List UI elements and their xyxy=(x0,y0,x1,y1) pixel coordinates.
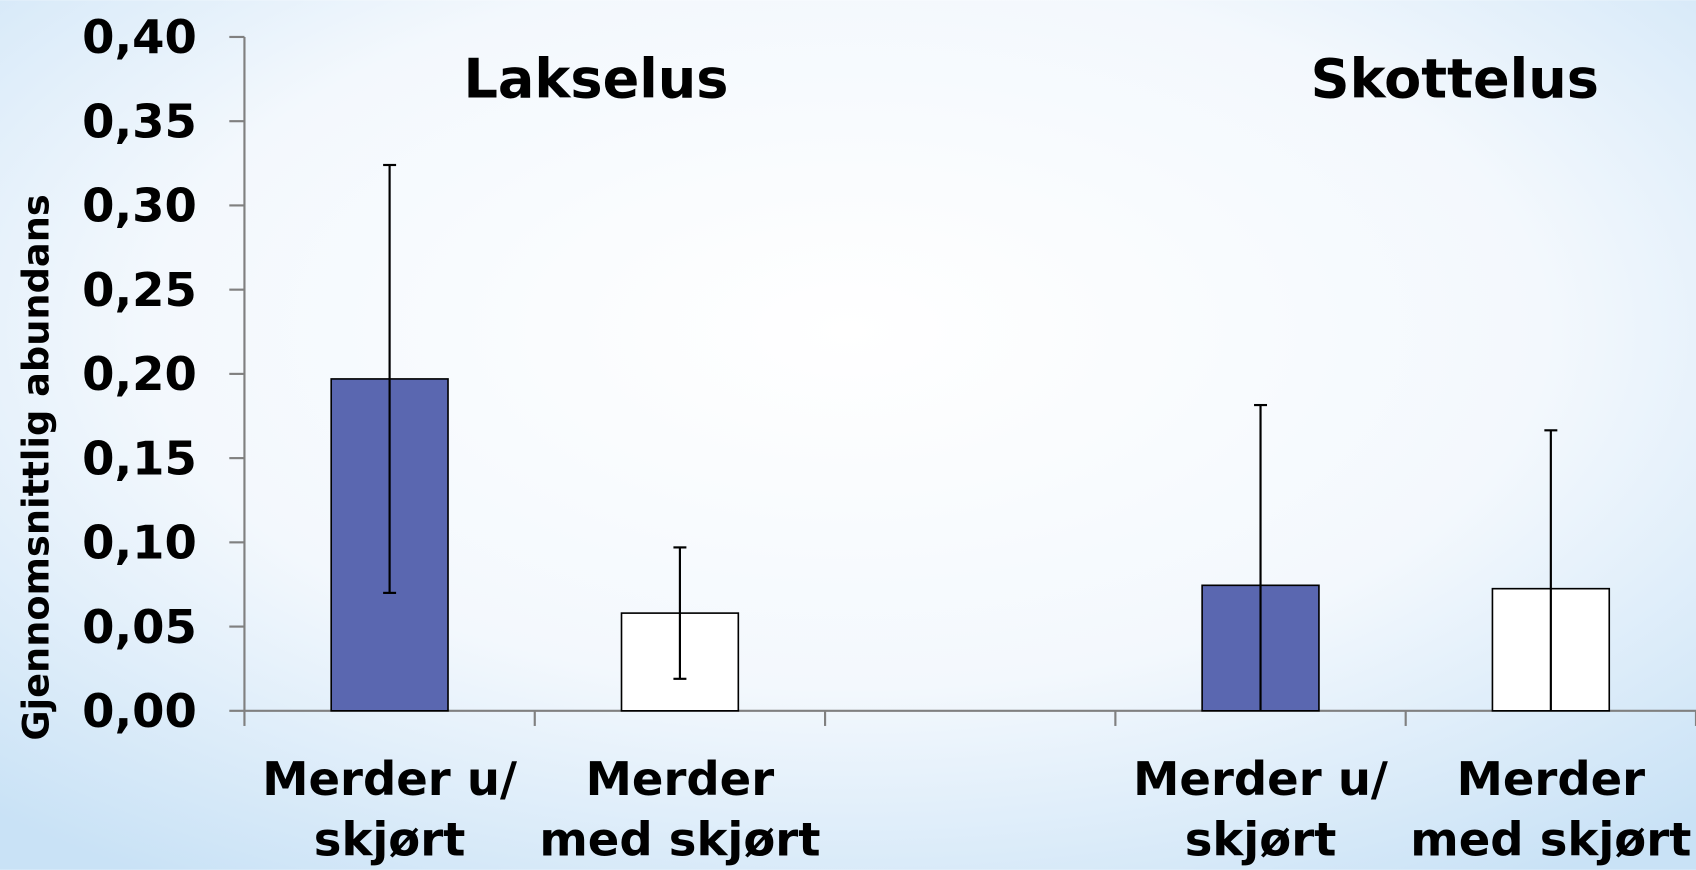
group-title: Lakselus xyxy=(463,48,728,111)
y-tick-label: 0,00 xyxy=(82,684,197,738)
y-tick-label: 0,30 xyxy=(82,179,197,233)
y-tick-label: 0,35 xyxy=(82,94,197,148)
y-tick-label: 0,25 xyxy=(82,263,197,317)
x-tick-label: med skjørt xyxy=(539,813,820,867)
y-tick-label: 0,40 xyxy=(82,10,197,64)
x-tick-label: skjørt xyxy=(1185,813,1337,867)
x-tick-label: Merder xyxy=(1457,752,1646,806)
x-tick-label: med skjørt xyxy=(1410,813,1691,867)
y-tick-label: 0,20 xyxy=(82,347,197,401)
x-tick-label: Merder xyxy=(586,752,775,806)
group-title: Skottelus xyxy=(1311,48,1599,111)
x-tick-label: Merder u/ xyxy=(262,752,517,806)
x-tick-label: skjørt xyxy=(314,813,466,867)
y-tick-label: 0,05 xyxy=(82,600,197,654)
x-tick-label: Merder u/ xyxy=(1133,752,1388,806)
y-axis-label: Gjennomsnittlig abundans xyxy=(15,194,58,740)
y-tick-label: 0,15 xyxy=(82,431,197,485)
y-tick-label: 0,10 xyxy=(82,516,197,570)
